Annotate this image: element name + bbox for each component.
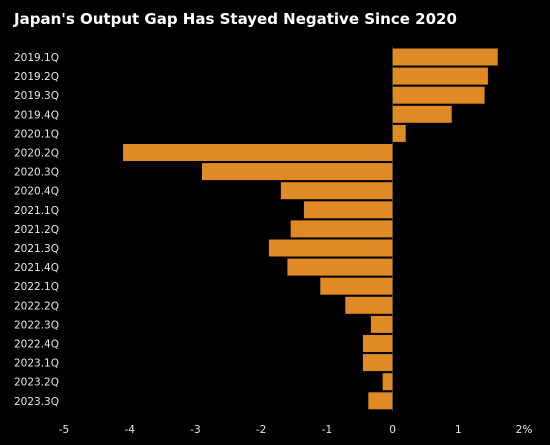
category-label: 2020.1Q (14, 128, 59, 140)
category-label: 2021.2Q (14, 224, 59, 236)
bar-2021.2Q (290, 220, 393, 238)
bar-2019.1Q (392, 48, 498, 66)
bar-2021.3Q (269, 239, 393, 257)
bar-2019.3Q (392, 86, 485, 104)
x-tick-label: -2 (256, 424, 266, 436)
category-label: 2022.1Q (14, 281, 59, 293)
bar-2021.1Q (303, 201, 393, 219)
x-tick-label: 1 (455, 424, 462, 436)
bar-2020.3Q (202, 163, 393, 181)
category-label: 2019.2Q (14, 71, 59, 83)
category-label: 2022.3Q (14, 319, 59, 331)
category-label: 2019.4Q (14, 109, 59, 121)
category-label: 2022.4Q (14, 339, 59, 351)
bar-2019.2Q (392, 67, 488, 85)
category-label: 2022.2Q (14, 300, 59, 312)
category-label: 2021.1Q (14, 205, 59, 217)
category-label: 2020.2Q (14, 148, 59, 160)
x-tick-label: 0 (389, 424, 396, 436)
category-label: 2020.3Q (14, 167, 59, 179)
x-tick-label: -3 (190, 424, 200, 436)
bar-2022.3Q (370, 315, 393, 333)
bar-2022.1Q (320, 277, 393, 295)
bar-2022.4Q (363, 335, 393, 352)
category-label: 2023.1Q (14, 358, 59, 370)
x-tick-label: -5 (59, 424, 69, 436)
chart-title: Japan's Output Gap Has Stayed Negative S… (14, 10, 457, 28)
category-label: 2019.3Q (14, 90, 59, 102)
bar-2022.2Q (345, 296, 393, 314)
bar-2020.4Q (280, 182, 393, 200)
x-tick-label: -4 (124, 424, 135, 436)
bar-2019.4Q (392, 105, 452, 123)
category-label: 2023.2Q (14, 377, 59, 389)
x-tick-label: -1 (322, 424, 332, 436)
bar-2021.4Q (287, 258, 393, 276)
x-tick-label: 2% (516, 424, 533, 436)
bar-2023.1Q (363, 354, 393, 372)
category-label: 2021.3Q (14, 243, 59, 255)
bar-2020.1Q (392, 124, 406, 142)
bar-2020.2Q (123, 144, 393, 161)
category-label: 2019.1Q (14, 52, 59, 64)
bar-2023.3Q (368, 392, 393, 410)
category-label: 2023.3Q (14, 396, 59, 408)
category-label: 2020.4Q (14, 186, 59, 198)
category-label: 2021.4Q (14, 262, 59, 274)
bar-2023.2Q (382, 373, 393, 391)
